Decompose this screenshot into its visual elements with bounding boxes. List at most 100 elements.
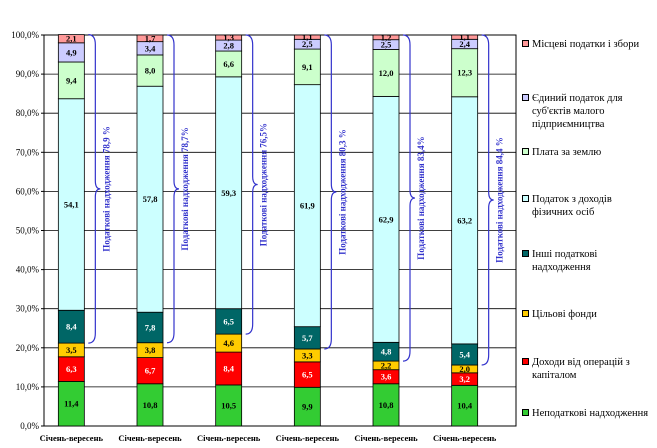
data-label: 54,1 bbox=[64, 199, 79, 209]
data-label: 57,8 bbox=[143, 194, 158, 204]
bar-segment bbox=[57, 309, 85, 344]
x-category-label: Січень-вересень bbox=[433, 433, 497, 443]
data-label: 61,9 bbox=[300, 201, 315, 211]
data-label: 4,9 bbox=[66, 47, 77, 57]
data-label: 4,6 bbox=[223, 338, 234, 348]
data-label: 2,0 bbox=[459, 364, 470, 374]
data-label: 1,7 bbox=[145, 33, 156, 43]
legend-swatch bbox=[522, 358, 529, 365]
legend-label: Неподаткові надходження bbox=[532, 408, 649, 419]
data-label: 4,8 bbox=[381, 347, 392, 357]
data-label: 62,9 bbox=[379, 214, 394, 224]
data-label: 3,3 bbox=[302, 350, 313, 360]
bar-segment bbox=[293, 84, 321, 328]
data-label: 5,7 bbox=[302, 333, 313, 343]
bar-segment bbox=[215, 351, 243, 386]
legend-item: Неподаткові надходження bbox=[522, 407, 657, 420]
data-label: 9,4 bbox=[66, 75, 77, 85]
bar-segment bbox=[372, 383, 400, 427]
data-label: 3,8 bbox=[145, 345, 156, 355]
data-label: 63,2 bbox=[457, 215, 472, 225]
legend-label: Єдиний податок для bbox=[532, 93, 623, 104]
legend-label: Податок з доходів bbox=[532, 194, 612, 205]
y-tick-label: 10,0% bbox=[16, 382, 40, 392]
data-label: 2,4 bbox=[459, 39, 470, 49]
data-label: 1,3 bbox=[223, 33, 234, 43]
bar-segment bbox=[215, 50, 243, 78]
legend-label: Цільові фонди bbox=[532, 309, 597, 320]
y-tick-label: 20,0% bbox=[16, 343, 40, 353]
legend-item: Місцеві податки і збори bbox=[522, 38, 657, 51]
legend-swatch bbox=[522, 409, 529, 416]
brace bbox=[402, 34, 416, 362]
data-label: 1,2 bbox=[381, 32, 392, 42]
legend-item: Податок з доходів фізичних осіб bbox=[522, 193, 657, 219]
bar-segment bbox=[57, 61, 85, 100]
legend-item: Цільові фонди bbox=[522, 308, 657, 321]
data-label: 10,5 bbox=[221, 400, 236, 410]
data-label: 6,7 bbox=[145, 366, 156, 376]
y-tick-label: 90,0% bbox=[16, 69, 40, 79]
bar-segment bbox=[293, 361, 321, 388]
data-label: 3,2 bbox=[459, 374, 470, 384]
data-label: 10,8 bbox=[143, 400, 158, 410]
bar-segment bbox=[451, 34, 479, 40]
data-label: 9,1 bbox=[302, 62, 313, 72]
x-category-label: Січень-вересень bbox=[197, 433, 261, 443]
data-label: 8,0 bbox=[145, 66, 156, 76]
data-label: 11,4 bbox=[64, 399, 79, 409]
legend-swatch bbox=[522, 250, 529, 257]
data-label: 1,1 bbox=[302, 32, 313, 42]
legend-label: підприємництва bbox=[532, 119, 605, 130]
brace bbox=[245, 34, 258, 335]
x-category-label: Січень-вересень bbox=[118, 433, 182, 443]
data-label: 1,1 bbox=[459, 32, 470, 42]
data-label: 2,5 bbox=[381, 40, 392, 50]
bar-segment bbox=[451, 48, 479, 98]
x-category-label: Січень-вересень bbox=[40, 433, 104, 443]
legend-item: Плата за землю bbox=[522, 146, 657, 159]
y-tick-label: 0,0% bbox=[20, 421, 39, 431]
bar-segment bbox=[57, 34, 85, 44]
x-category-label: Січень-вересень bbox=[354, 433, 418, 443]
legend-item: Інші податкові надходження bbox=[522, 248, 657, 274]
bar-segment bbox=[136, 357, 164, 385]
y-tick-label: 50,0% bbox=[16, 226, 40, 236]
brace bbox=[166, 34, 180, 344]
data-label: 12,0 bbox=[379, 68, 394, 78]
legend-item: Єдиний податок для суб'єктів малого підпри… bbox=[522, 92, 657, 131]
legend-label: суб'єктів малого bbox=[532, 106, 605, 117]
legend-label: Доходи від операцій з bbox=[532, 357, 630, 368]
brace bbox=[88, 34, 101, 344]
data-label: 12,3 bbox=[457, 68, 472, 78]
data-label: 10,8 bbox=[379, 400, 394, 410]
data-label: 8,4 bbox=[66, 322, 77, 332]
data-label: 3,5 bbox=[66, 345, 77, 355]
data-label: 8,4 bbox=[223, 364, 234, 374]
legend-label: капіталом bbox=[532, 370, 577, 381]
bar-segment bbox=[293, 48, 321, 86]
data-label: 59,3 bbox=[221, 188, 236, 198]
data-label: 3,6 bbox=[381, 372, 392, 382]
legend-swatch bbox=[522, 195, 529, 202]
data-label: 6,3 bbox=[66, 364, 77, 374]
data-label: 6,6 bbox=[223, 59, 234, 69]
bar-segment bbox=[136, 311, 164, 344]
brace bbox=[481, 34, 494, 366]
legend-swatch bbox=[522, 148, 529, 155]
x-category-label: Січень-вересень bbox=[276, 433, 340, 443]
y-tick-label: 100,0% bbox=[11, 30, 39, 40]
tax-revenue-annotation: Податкові надходження 78,9 % bbox=[101, 126, 111, 252]
tax-revenue-annotation: Податкові надходження 78,7% bbox=[180, 127, 190, 250]
bar-segment bbox=[451, 96, 479, 345]
legend-label: Плата за землю bbox=[532, 147, 602, 158]
bar-segment bbox=[293, 34, 321, 40]
brace bbox=[324, 34, 337, 350]
y-tick-label: 40,0% bbox=[16, 265, 40, 275]
tax-revenue-annotation: Податкові надходження 76,5% bbox=[259, 123, 269, 246]
data-label: 2,5 bbox=[302, 39, 313, 49]
data-label: 6,5 bbox=[302, 370, 313, 380]
y-tick-label: 30,0% bbox=[16, 304, 40, 314]
bar-segment bbox=[136, 54, 164, 87]
